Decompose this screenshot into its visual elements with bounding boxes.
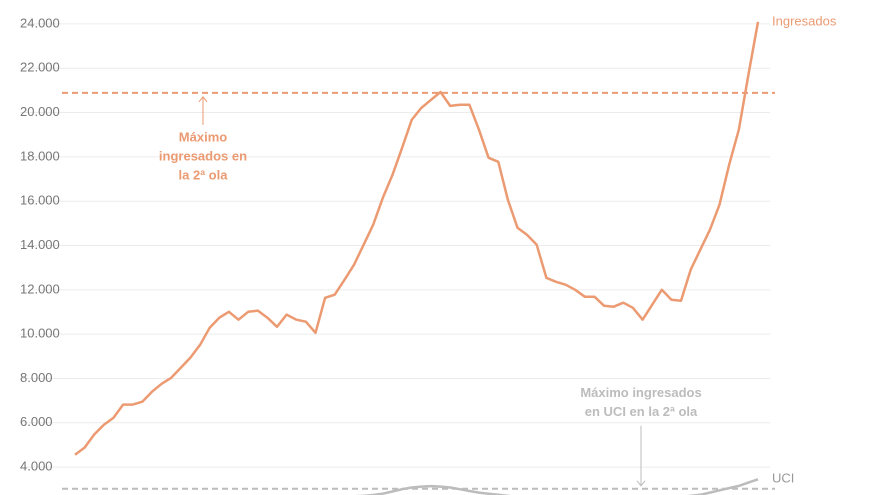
y-tick-label: 18.000 — [20, 148, 60, 163]
y-tick-label: 4.000 — [20, 459, 53, 474]
y-tick-label: 24.000 — [20, 15, 60, 30]
series-line — [74, 21, 760, 456]
y-tick-label: 6.000 — [20, 414, 53, 429]
arrow — [636, 425, 646, 487]
y-tick-label: 8.000 — [20, 370, 53, 385]
y-tick-label: 14.000 — [20, 237, 60, 252]
y-tick-label: 20.000 — [20, 104, 60, 119]
annotation: ingresados en — [159, 148, 247, 163]
annotation: en UCI en la 2ª ola — [585, 404, 698, 419]
series-label: UCI — [772, 471, 794, 486]
annotation: la 2ª ola — [179, 167, 229, 182]
annotation: Máximo — [179, 129, 227, 144]
arrow — [198, 96, 208, 125]
annotation: Máximo ingresados — [580, 385, 701, 400]
y-tick-label: 16.000 — [20, 193, 60, 208]
series-line — [355, 478, 759, 495]
y-tick-label: 22.000 — [20, 60, 60, 75]
y-tick-label: 12.000 — [20, 281, 60, 296]
series-label: Ingresados — [772, 13, 837, 28]
y-tick-label: 10.000 — [20, 326, 60, 341]
